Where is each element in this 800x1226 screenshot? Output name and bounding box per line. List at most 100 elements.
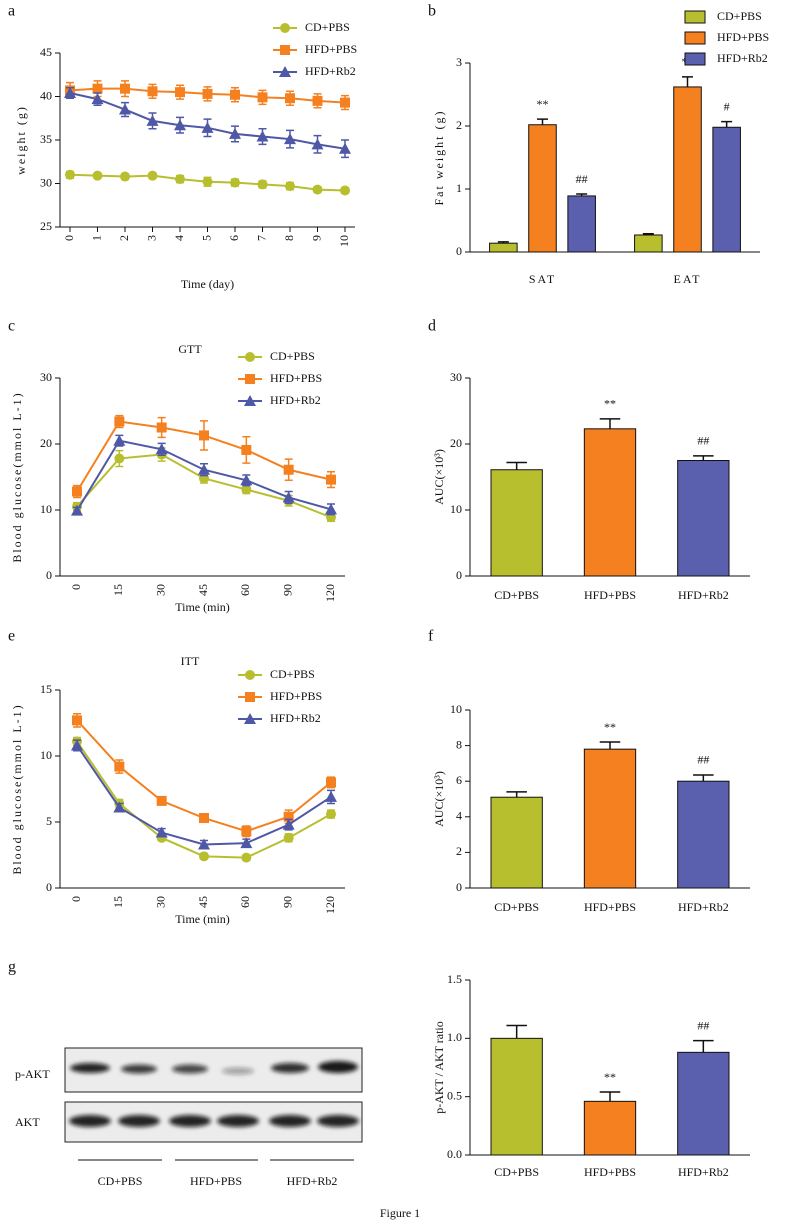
y-tick-label: 15 bbox=[40, 682, 52, 696]
marker bbox=[285, 181, 295, 192]
y-tick-label: 3 bbox=[456, 55, 462, 69]
error-bar bbox=[497, 241, 509, 244]
panel-letter: e bbox=[8, 628, 15, 645]
marker bbox=[240, 474, 253, 486]
y-tick-label: 45 bbox=[40, 45, 52, 59]
marker bbox=[155, 443, 168, 455]
significance: ## bbox=[576, 172, 588, 186]
marker bbox=[285, 93, 295, 104]
x-tick-label: HFD+PBS bbox=[584, 1165, 636, 1179]
marker bbox=[282, 491, 295, 503]
bands bbox=[69, 1061, 359, 1127]
x-tick-label: 120 bbox=[323, 584, 337, 602]
legend-marker bbox=[245, 374, 255, 384]
x-tick-label: 9 bbox=[309, 235, 323, 241]
band bbox=[269, 1115, 311, 1127]
bar bbox=[677, 780, 730, 889]
x-tick-label: 8 bbox=[282, 235, 296, 241]
y-tick-label: 10 bbox=[40, 748, 52, 762]
x-axis-label: Time (min) bbox=[175, 600, 230, 614]
significance: ## bbox=[697, 434, 709, 448]
marker bbox=[198, 463, 210, 475]
band bbox=[217, 1115, 259, 1127]
x-tick-label: HFD+Rb2 bbox=[678, 900, 729, 914]
band bbox=[70, 1063, 110, 1073]
group-label: HFD+Rb2 bbox=[287, 1174, 338, 1188]
y-tick-label: 0 bbox=[456, 568, 462, 582]
marker bbox=[198, 838, 210, 850]
x-tick-label: 120 bbox=[323, 896, 337, 914]
x-tick-label: 60 bbox=[238, 584, 252, 596]
marker bbox=[119, 103, 131, 115]
y-tick-label: 10 bbox=[40, 502, 52, 516]
marker bbox=[282, 818, 295, 830]
marker bbox=[229, 127, 241, 139]
legend-label: CD+PBS bbox=[270, 349, 315, 363]
marker bbox=[311, 138, 324, 150]
x-tick-label: 2 bbox=[117, 235, 131, 241]
bar bbox=[583, 428, 637, 577]
marker bbox=[91, 93, 104, 105]
legend-marker bbox=[244, 713, 256, 724]
marker bbox=[340, 185, 350, 196]
x-tick-label: HFD+PBS bbox=[584, 900, 636, 914]
marker bbox=[201, 121, 214, 133]
y-axis-label: AUC(×10³) bbox=[432, 771, 446, 827]
bar bbox=[490, 796, 543, 889]
error-bar bbox=[536, 118, 549, 125]
blot-row-label: AKT bbox=[15, 1115, 40, 1129]
x-tick-label: 1 bbox=[89, 235, 103, 241]
y-tick-label: 0 bbox=[46, 568, 52, 582]
error-bar bbox=[721, 120, 733, 128]
x-axis-label: Time (min) bbox=[175, 912, 230, 926]
x-tick-label: 90 bbox=[280, 584, 294, 596]
significance: # bbox=[724, 99, 730, 113]
x-tick-label: 15 bbox=[111, 584, 125, 596]
marker bbox=[64, 87, 76, 99]
error-bar bbox=[506, 1024, 527, 1039]
bar bbox=[634, 234, 663, 253]
marker bbox=[340, 97, 350, 108]
y-tick-label: 0.0 bbox=[447, 1147, 462, 1161]
chart-title: ITT bbox=[181, 654, 200, 668]
marker bbox=[155, 826, 168, 838]
band bbox=[318, 1061, 358, 1073]
band bbox=[69, 1115, 111, 1127]
band bbox=[271, 1063, 309, 1073]
marker bbox=[72, 486, 82, 497]
marker bbox=[339, 142, 351, 154]
marker bbox=[156, 795, 167, 806]
panel-letter: g bbox=[8, 959, 16, 976]
legend-marker bbox=[245, 692, 255, 702]
x-axis-label: Time (day) bbox=[181, 277, 234, 291]
marker bbox=[202, 176, 213, 187]
x-tick-label: CD+PBS bbox=[494, 900, 539, 914]
blot-row-label: p-AKT bbox=[15, 1067, 50, 1081]
y-tick-label: 0.5 bbox=[447, 1088, 462, 1102]
y-axis-label: p-AKT / AKT ratio bbox=[432, 1021, 446, 1114]
band bbox=[172, 1064, 208, 1074]
marker bbox=[72, 715, 82, 726]
marker bbox=[114, 761, 125, 772]
y-tick-label: 6 bbox=[456, 773, 462, 787]
y-axis-label: Fat weight (g) bbox=[432, 110, 446, 206]
x-tick-label: 7 bbox=[254, 235, 268, 241]
marker bbox=[312, 95, 323, 106]
x-tick-label: 6 bbox=[227, 235, 241, 241]
legend-label: HFD+PBS bbox=[717, 30, 769, 44]
x-tick-label: 4 bbox=[172, 235, 186, 241]
x-tick-label: 0 bbox=[69, 584, 83, 590]
bar bbox=[490, 1037, 543, 1156]
legend-label: HFD+Rb2 bbox=[270, 711, 321, 725]
y-tick-label: 2 bbox=[456, 844, 462, 858]
marker bbox=[241, 444, 252, 455]
marker bbox=[283, 464, 294, 475]
error-bar bbox=[506, 461, 527, 470]
bar bbox=[677, 460, 730, 577]
marker bbox=[326, 474, 336, 485]
legend-swatch bbox=[684, 52, 706, 66]
x-tick-label: 15 bbox=[111, 896, 125, 908]
marker bbox=[202, 88, 213, 99]
y-tick-label: 4 bbox=[456, 809, 462, 823]
